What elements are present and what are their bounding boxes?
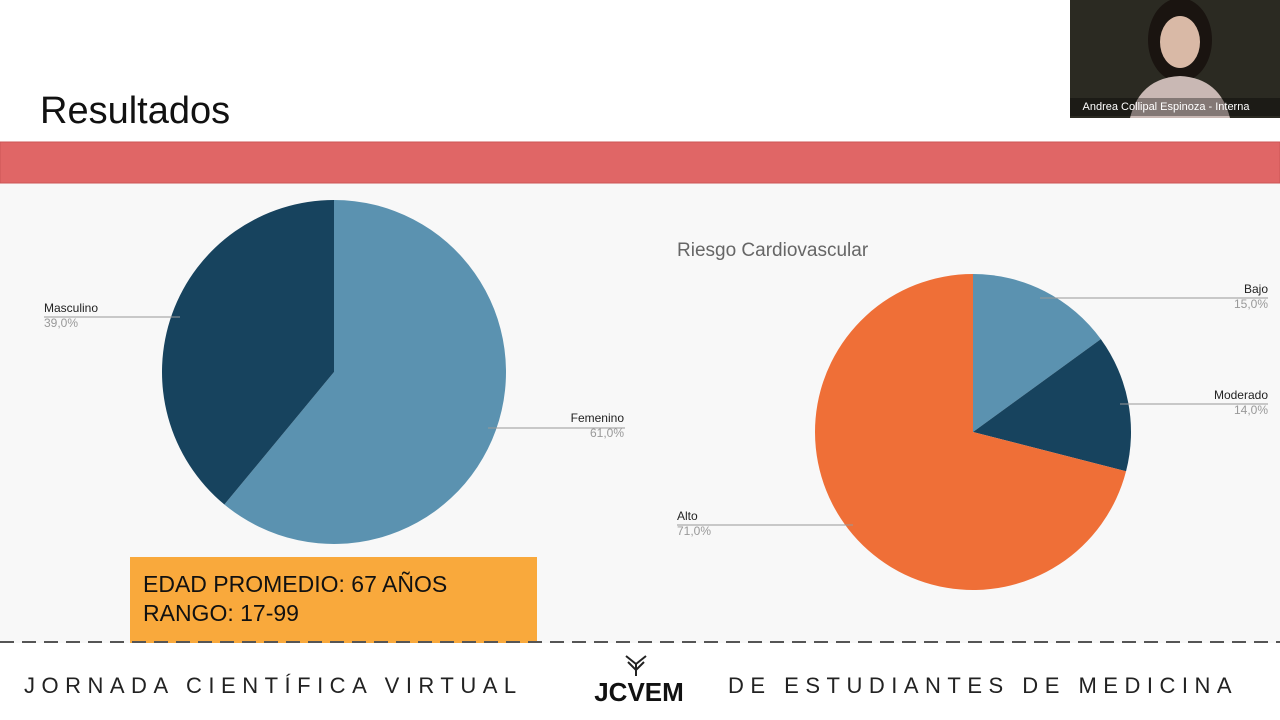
title-band <box>0 141 1280 184</box>
webcam-body <box>1130 76 1230 118</box>
slice-value-label: 61,0% <box>590 426 624 440</box>
slice-value-label: 71,0% <box>677 524 711 538</box>
webcam-name-bg <box>1070 98 1280 116</box>
slice-value-label: 15,0% <box>1234 297 1268 311</box>
summary-box <box>130 557 537 643</box>
slice-label: Bajo <box>1244 282 1268 296</box>
summary-line: EDAD PROMEDIO: 67 AÑOS <box>143 571 447 597</box>
pie-slice <box>973 339 1131 472</box>
pie-slice <box>973 274 1101 432</box>
pie-slice <box>224 200 506 544</box>
footer-logo: JCVEM <box>594 677 684 707</box>
slice-value-label: 39,0% <box>44 316 78 330</box>
slice-value-label: 14,0% <box>1234 403 1268 417</box>
webcam-name: Andrea Collipal Espinoza - Interna <box>1083 101 1251 113</box>
footer-left: JORNADA CIENTÍFICA VIRTUAL <box>24 673 523 698</box>
footer-right: DE ESTUDIANTES DE MEDICINA <box>728 673 1238 698</box>
pie-slice <box>161 200 334 505</box>
logo-icon <box>625 655 647 676</box>
summary-line: RANGO: 17-99 <box>143 600 299 626</box>
webcam: Andrea Collipal Espinoza - Interna <box>1070 0 1280 118</box>
slice-label: Femenino <box>571 411 625 425</box>
slice-label: Alto <box>677 509 698 523</box>
pie-slice <box>815 274 1127 590</box>
webcam-face <box>1160 16 1200 68</box>
slice-label: Moderado <box>1214 388 1268 402</box>
chart-title: Riesgo Cardiovascular <box>677 240 869 261</box>
slice-label: Masculino <box>44 301 98 315</box>
slide-title: Resultados <box>40 90 230 132</box>
